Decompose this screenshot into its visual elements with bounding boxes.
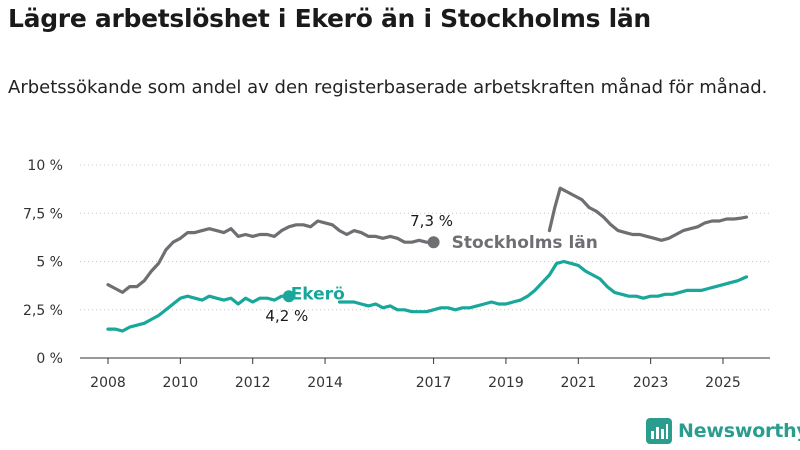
newsworthy-brand[interactable]: Newsworthy (646, 418, 800, 444)
x-tick-label: 2012 (235, 375, 271, 391)
chart-subtitle: Arbetssökande som andel av den registerb… (8, 77, 768, 98)
x-tick-label: 2025 (705, 375, 741, 391)
y-tick-label: 2,5 % (23, 303, 63, 319)
chart-title: Lägre arbetslöshet i Ekerö än i Stockhol… (8, 4, 651, 33)
stockholms-lan-end-point (427, 236, 440, 249)
ekero-series-label: Ekerö (291, 284, 345, 304)
x-tick-label: 2023 (633, 375, 669, 391)
stockholms-lan-series-line (547, 186, 749, 242)
x-tick-label: 2010 (163, 375, 199, 391)
stockholms-lan-end-label: 7,3 % (410, 212, 453, 230)
ekero-end-label: 4,2 % (265, 307, 308, 325)
stockholms-lan-series-label: Stockholms län (452, 233, 598, 253)
ekero-series-line (106, 294, 291, 333)
series-labels: 7,3 % 4,2 % Stockholms län Ekerö (265, 212, 597, 325)
y-tick-label: 10 % (27, 158, 63, 174)
bar-chart-logo-icon (646, 418, 672, 444)
y-tick-label: 5 % (36, 255, 63, 271)
stockholms-lan-series-line (106, 219, 436, 294)
x-tick-label: 2017 (416, 375, 452, 391)
x-axis-ticks: 2008 2010 2012 2014 2017 2019 2021 2023 2025 (90, 358, 741, 391)
x-tick-label: 2008 (90, 375, 126, 391)
x-tick-label: 2021 (560, 375, 596, 391)
y-tick-label: 0 % (36, 351, 63, 367)
y-tick-label: 7,5 % (23, 206, 63, 222)
y-axis-ticks: 0 % 2,5 % 5 % 7,5 % 10 % (23, 158, 63, 367)
grid-lines (80, 164, 770, 359)
brand-name: Newsworthy (678, 420, 800, 442)
series-lines (106, 186, 749, 333)
x-tick-label: 2019 (488, 375, 524, 391)
ekero-end-point (282, 290, 295, 303)
x-tick-label: 2014 (307, 375, 343, 391)
ekero-series-line (337, 259, 749, 314)
